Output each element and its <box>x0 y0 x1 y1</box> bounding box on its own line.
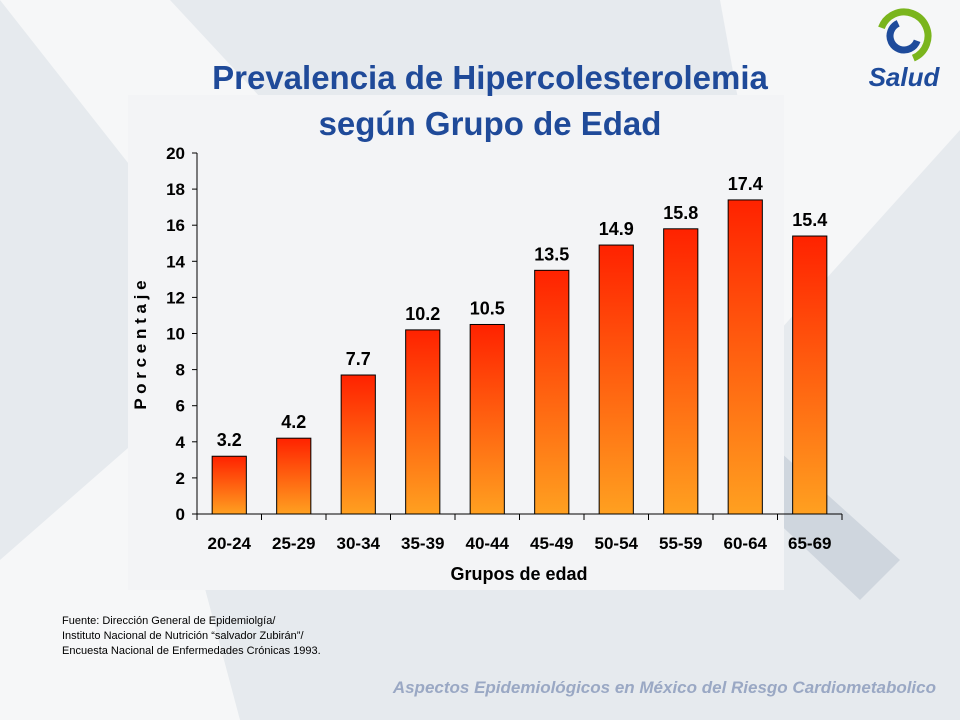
y-tick-label: 14 <box>166 252 185 271</box>
bar-value-label: 3.2 <box>217 430 242 450</box>
x-tick-label: 25-29 <box>272 534 315 553</box>
y-tick-label: 8 <box>176 361 185 380</box>
source-line-2: Instituto Nacional de Nutrición “salvado… <box>62 630 304 642</box>
y-tick-label: 2 <box>176 469 185 488</box>
y-axis-title: P o r c e n t a j e <box>131 280 150 409</box>
bar-value-label: 15.4 <box>792 210 827 230</box>
y-tick-label: 16 <box>166 216 185 235</box>
bar-60-64 <box>727 199 763 515</box>
x-tick-label: 60-64 <box>724 534 768 553</box>
x-tick-label: 30-34 <box>337 534 381 553</box>
bar-50-54 <box>598 244 634 515</box>
y-tick-label: 12 <box>166 288 185 307</box>
source-line-3: Encuesta Nacional de Enfermedades Crónic… <box>62 645 321 657</box>
bar-value-label: 10.5 <box>470 298 505 318</box>
x-tick-label: 55-59 <box>659 534 702 553</box>
salud-logo-text: Salud <box>868 62 940 92</box>
bar-30-34 <box>340 374 376 515</box>
page-title-line-1: Prevalencia de Hipercolesterolemia <box>212 59 768 96</box>
bar-value-label: 17.4 <box>728 174 763 194</box>
y-tick-label: 20 <box>166 144 185 163</box>
x-tick-label: 40-44 <box>466 534 510 553</box>
x-tick-label: 35-39 <box>401 534 444 553</box>
x-tick-label: 50-54 <box>595 534 639 553</box>
bar-35-39 <box>405 329 441 515</box>
y-tick-label: 4 <box>176 433 186 452</box>
source-line-1: Fuente: Dirección General de Epidemiolgí… <box>62 615 276 627</box>
bar-45-49 <box>534 269 570 515</box>
page-title-line-2: según Grupo de Edad <box>318 105 662 142</box>
y-tick-label: 6 <box>176 397 185 416</box>
bar-value-label: 13.5 <box>534 244 569 264</box>
x-axis-title: Grupos de edad <box>450 564 587 584</box>
x-tick-label: 65-69 <box>788 534 831 553</box>
y-tick-label: 0 <box>176 505 185 524</box>
bar-55-59 <box>663 228 699 515</box>
x-tick-label: 20-24 <box>208 534 252 553</box>
bar-value-label: 7.7 <box>346 349 371 369</box>
bar-25-29 <box>276 437 312 515</box>
source-note: Fuente: Dirección General de Epidemiolgí… <box>62 614 321 659</box>
footer-caption: Aspectos Epidemiológicos en México del R… <box>392 678 936 697</box>
bar-20-24 <box>211 455 247 515</box>
y-tick-label: 10 <box>166 325 185 344</box>
bar-value-label: 15.8 <box>663 203 698 223</box>
bar-65-69 <box>792 235 828 515</box>
salud-logo: Salud <box>852 6 956 92</box>
bar-value-label: 4.2 <box>281 412 306 432</box>
salud-swirl-icon <box>876 8 932 64</box>
y-tick-label: 18 <box>166 180 185 199</box>
bar-value-label: 10.2 <box>405 304 440 324</box>
bar-40-44 <box>469 323 505 515</box>
x-tick-label: 45-49 <box>530 534 573 553</box>
bar-value-label: 14.9 <box>599 219 634 239</box>
